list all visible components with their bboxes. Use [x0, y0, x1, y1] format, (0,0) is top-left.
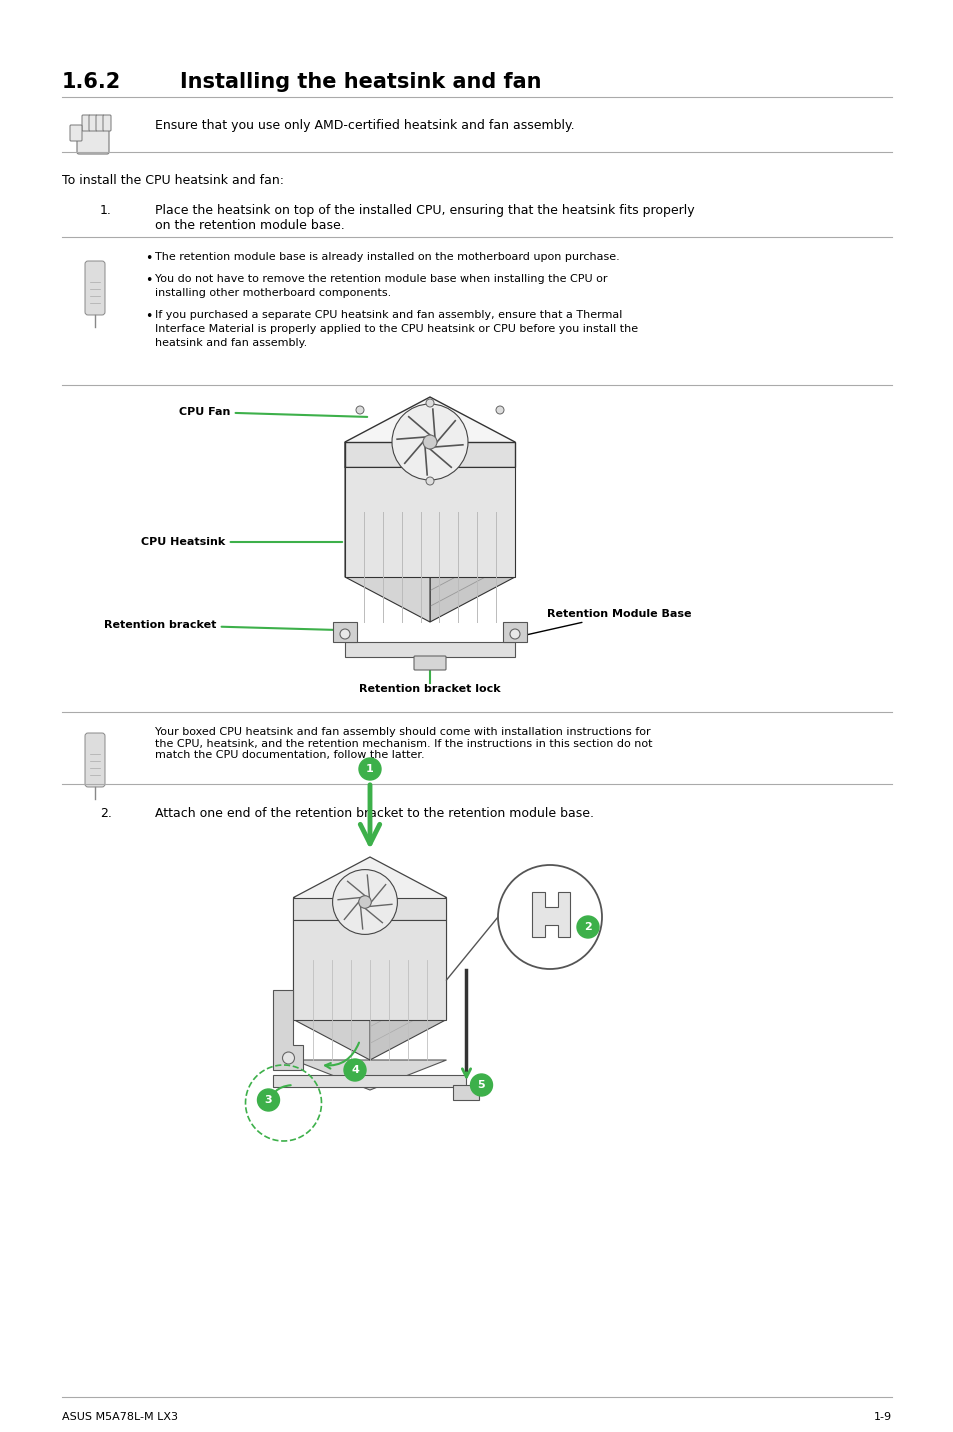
Circle shape	[496, 407, 503, 414]
Text: 2.: 2.	[100, 808, 112, 821]
Text: Your boxed CPU heatsink and fan assembly should come with installation instructi: Your boxed CPU heatsink and fan assembly…	[154, 727, 652, 760]
FancyBboxPatch shape	[85, 261, 105, 315]
Text: ASUS M5A78L-M LX3: ASUS M5A78L-M LX3	[62, 1412, 178, 1422]
Text: CPU Fan: CPU Fan	[178, 407, 367, 417]
Text: heatsink and fan assembly.: heatsink and fan assembly.	[154, 338, 307, 348]
Circle shape	[577, 916, 598, 938]
FancyBboxPatch shape	[85, 733, 105, 788]
FancyBboxPatch shape	[77, 127, 109, 155]
Polygon shape	[274, 990, 303, 1070]
Text: Place the heatsink on top of the installed CPU, ensuring that the heatsink fits : Place the heatsink on top of the install…	[154, 203, 694, 218]
Circle shape	[355, 407, 364, 414]
Text: Attach one end of the retention bracket to the retention module base.: Attach one end of the retention bracket …	[154, 808, 594, 821]
Circle shape	[510, 629, 519, 639]
Polygon shape	[370, 898, 446, 959]
FancyBboxPatch shape	[82, 115, 90, 130]
Polygon shape	[345, 467, 515, 577]
Text: Ensure that you use only AMD-certified heatsink and fan assembly.: Ensure that you use only AMD-certified h…	[154, 119, 574, 132]
Text: •: •	[145, 252, 152, 265]
Text: Interface Material is properly applied to the CPU heatsink or CPU before you ins: Interface Material is properly applied t…	[154, 324, 638, 334]
Circle shape	[422, 435, 436, 450]
Circle shape	[339, 629, 350, 639]
Text: on the retention module base.: on the retention module base.	[154, 219, 344, 232]
Polygon shape	[532, 892, 569, 937]
Polygon shape	[430, 442, 515, 513]
Polygon shape	[370, 919, 446, 1060]
FancyBboxPatch shape	[96, 115, 104, 130]
Bar	[502, 621, 526, 642]
Text: •: •	[145, 274, 152, 286]
Polygon shape	[345, 442, 515, 467]
Bar	[453, 1085, 479, 1100]
Text: To install the CPU heatsink and fan:: To install the CPU heatsink and fan:	[62, 175, 284, 188]
Text: 2: 2	[583, 922, 591, 932]
Text: CPU Heatsink: CPU Heatsink	[141, 537, 342, 547]
Polygon shape	[294, 1060, 446, 1090]
Text: •: •	[145, 309, 152, 324]
Text: 1.6.2: 1.6.2	[62, 72, 121, 92]
Text: Installing the heatsink and fan: Installing the heatsink and fan	[180, 72, 541, 92]
Text: Retention bracket lock: Retention bracket lock	[359, 684, 500, 695]
FancyBboxPatch shape	[414, 656, 446, 670]
Text: 1: 1	[366, 765, 374, 775]
Text: If you purchased a separate CPU heatsink and fan assembly, ensure that a Thermal: If you purchased a separate CPU heatsink…	[154, 309, 621, 319]
Polygon shape	[294, 856, 446, 938]
FancyBboxPatch shape	[70, 125, 82, 140]
Circle shape	[392, 404, 468, 480]
Circle shape	[358, 895, 371, 908]
Circle shape	[257, 1088, 279, 1111]
Circle shape	[497, 865, 601, 969]
Circle shape	[333, 869, 397, 935]
Polygon shape	[294, 919, 370, 1060]
Circle shape	[470, 1074, 492, 1095]
Circle shape	[344, 1060, 366, 1081]
Text: The retention module base is already installed on the motherboard upon purchase.: The retention module base is already ins…	[154, 252, 619, 262]
Polygon shape	[294, 898, 370, 959]
Polygon shape	[294, 898, 446, 919]
Text: 1-9: 1-9	[873, 1412, 891, 1422]
Bar	[345, 642, 515, 657]
Circle shape	[426, 477, 434, 485]
Circle shape	[426, 400, 434, 407]
Text: Retention Module Base: Retention Module Base	[519, 609, 691, 636]
Text: installing other motherboard components.: installing other motherboard components.	[154, 288, 391, 298]
Bar	[333, 621, 356, 642]
FancyBboxPatch shape	[103, 115, 111, 130]
Polygon shape	[294, 919, 446, 1020]
Text: 3: 3	[264, 1095, 272, 1106]
Bar	[274, 1075, 466, 1087]
Polygon shape	[345, 467, 430, 621]
Text: You do not have to remove the retention module base when installing the CPU or: You do not have to remove the retention …	[154, 274, 607, 284]
FancyBboxPatch shape	[89, 115, 97, 130]
Polygon shape	[430, 467, 515, 621]
Polygon shape	[345, 442, 430, 513]
Polygon shape	[345, 397, 515, 487]
Circle shape	[358, 758, 380, 780]
Text: 5: 5	[477, 1080, 485, 1090]
Text: 4: 4	[351, 1065, 358, 1075]
Text: Retention bracket: Retention bracket	[104, 620, 335, 630]
Circle shape	[282, 1053, 294, 1064]
Text: 1.: 1.	[100, 203, 112, 218]
